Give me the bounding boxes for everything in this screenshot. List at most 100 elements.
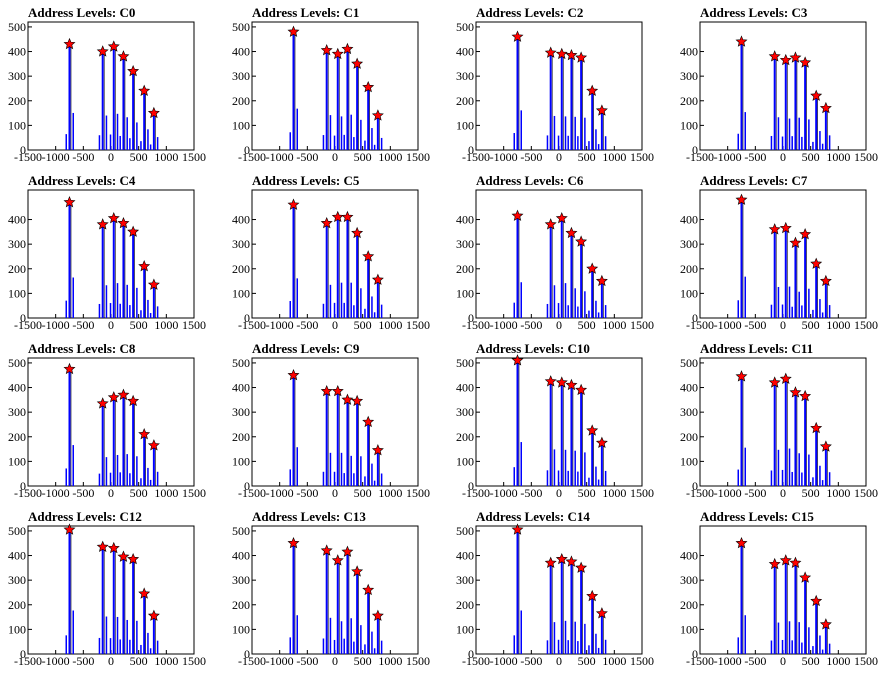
histogram-bar — [112, 548, 115, 654]
y-tick-label: 200 — [232, 262, 250, 276]
histogram-bar — [546, 640, 549, 654]
x-tick-label: -1000 — [490, 150, 518, 164]
histogram-bar — [98, 637, 101, 654]
histogram-bar — [360, 625, 362, 654]
histogram-bar — [296, 278, 298, 318]
histogram-bar — [546, 303, 549, 318]
histogram-plot: 0 100 200 300 400 500 -1500 -1000 -500 0 500 1000 15… — [8, 356, 206, 500]
plot-frame — [251, 357, 419, 487]
x-tick-label: 0 — [556, 150, 562, 164]
plot-frame — [27, 525, 195, 655]
y-tick-label: 0 — [468, 143, 474, 157]
x-tick-label: 500 — [130, 150, 148, 164]
histogram-bar — [513, 133, 515, 150]
histogram-bar — [72, 610, 74, 654]
x-tick-label: 500 — [354, 654, 372, 668]
peak-star-marker — [779, 372, 792, 385]
y-tick-label: 300 — [456, 573, 474, 587]
y-tick-label: 100 — [8, 118, 26, 132]
histogram-bar — [356, 571, 359, 654]
histogram-bar — [516, 215, 519, 318]
peak-star-marker — [511, 354, 524, 366]
y-tick-label: 300 — [8, 573, 26, 587]
histogram-bar — [289, 132, 291, 150]
peak-star-marker — [117, 50, 130, 62]
panel-title: Address Levels: C4 — [28, 173, 136, 188]
histogram-bar — [353, 305, 355, 318]
histogram-bar — [577, 306, 579, 318]
x-tick-label: -1000 — [490, 318, 518, 332]
histogram-bar — [129, 305, 131, 318]
peak-star-marker — [138, 428, 151, 440]
histogram-bar — [371, 128, 373, 150]
x-tick-label: 500 — [802, 654, 820, 668]
histogram-bar — [791, 640, 793, 654]
x-tick-label: -1500 — [462, 486, 490, 500]
histogram-bar — [122, 394, 125, 486]
histogram-bar — [574, 288, 576, 318]
histogram-bar — [116, 113, 119, 150]
peak-star-marker — [117, 216, 130, 229]
x-tick-label: -1000 — [714, 654, 742, 668]
histogram-bar — [350, 282, 352, 318]
x-tick-label: 1500 — [630, 654, 654, 668]
histogram-bar — [516, 36, 519, 151]
histogram-bar — [574, 116, 576, 150]
histogram-bar — [520, 610, 522, 654]
x-tick-label: -1000 — [42, 486, 70, 500]
histogram-bar — [824, 281, 827, 318]
histogram-bar — [553, 449, 556, 486]
histogram-bar — [356, 233, 359, 318]
histogram-bar — [580, 241, 583, 318]
y-tick-label: 300 — [680, 573, 698, 587]
panel-title: Address Levels: C1 — [252, 5, 360, 20]
histogram-plot: 0 100 200 300 400 500 -1500 -1000 -500 0 500 1000 15… — [232, 356, 430, 500]
peak-star-marker — [320, 544, 333, 556]
histogram-bar — [322, 471, 325, 486]
y-tick-label: 200 — [680, 94, 698, 108]
histogram-bar — [737, 637, 739, 654]
x-tick-label: 1000 — [378, 318, 402, 332]
x-tick-label: 1500 — [854, 654, 878, 668]
y-tick-label: 100 — [8, 286, 26, 300]
peak-star-marker — [799, 56, 812, 68]
histogram-bar — [289, 469, 291, 486]
peak-star-marker — [565, 555, 578, 567]
peak-star-marker — [555, 47, 568, 60]
peak-star-marker — [555, 552, 568, 565]
x-tick-label: 1500 — [182, 654, 206, 668]
x-tick-label: -500 — [520, 318, 542, 332]
histogram-bar — [105, 457, 108, 486]
peak-star-marker — [96, 218, 109, 230]
histogram-bar — [373, 312, 376, 318]
histogram-bar — [322, 638, 325, 654]
y-tick-label: 300 — [680, 69, 698, 83]
peak-star-marker — [595, 436, 608, 449]
histogram-bar — [744, 447, 746, 486]
y-tick-label: 0 — [692, 479, 698, 493]
histogram-bar — [740, 543, 743, 654]
peak-star-marker — [735, 536, 748, 549]
histogram-bar — [570, 55, 573, 150]
histogram-bar — [744, 276, 746, 318]
peak-star-marker — [107, 391, 120, 403]
histogram-bar — [819, 635, 821, 654]
histogram-bar — [520, 110, 522, 150]
histogram-bar — [781, 304, 784, 318]
histogram-bar — [68, 529, 71, 654]
peak-star-marker — [810, 257, 823, 269]
histogram-bar — [376, 279, 379, 318]
x-tick-label: 1500 — [406, 486, 430, 500]
x-tick-label: -500 — [744, 654, 766, 668]
histogram-bar — [126, 619, 128, 654]
histogram-bar — [289, 301, 291, 318]
histogram-bar — [600, 442, 603, 486]
x-tick-label: 1000 — [154, 486, 178, 500]
x-tick-label: 1000 — [826, 654, 850, 668]
histogram-bar — [336, 391, 339, 486]
histogram-plot: 0 100 200 300 400 -1500 -1000 -500 0 500 1000 1500 — [680, 525, 878, 668]
histogram-bar — [597, 312, 600, 318]
peak-star-marker — [789, 236, 802, 249]
x-tick-label: -1500 — [462, 318, 490, 332]
histogram-bar — [129, 138, 131, 150]
